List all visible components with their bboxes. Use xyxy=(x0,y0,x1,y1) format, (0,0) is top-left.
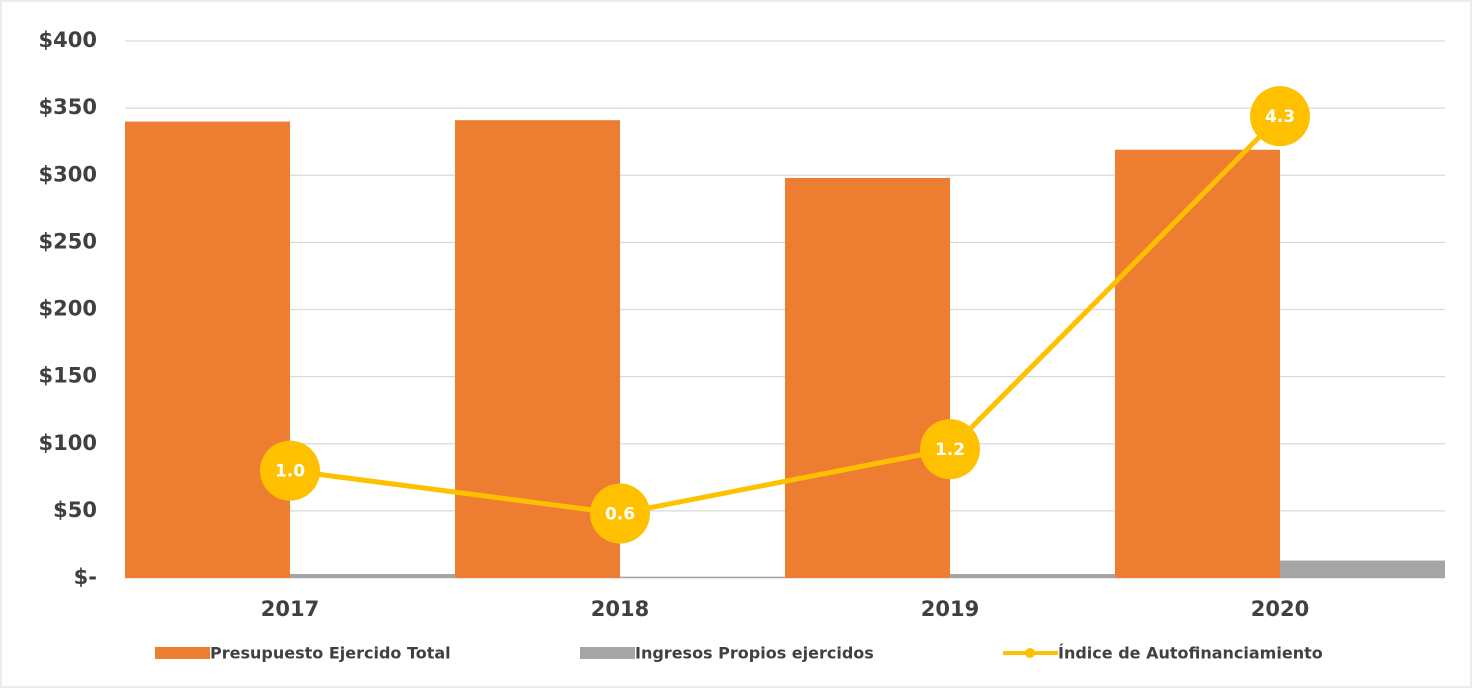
line-marker xyxy=(260,440,320,501)
bar xyxy=(1280,560,1445,578)
data-label: 0.6 xyxy=(605,505,635,525)
bar xyxy=(620,576,785,578)
bar xyxy=(785,177,950,578)
y-tick-label: $150 xyxy=(39,364,97,388)
data-label: 1.2 xyxy=(935,440,965,460)
data-label: 4.3 xyxy=(1265,107,1295,127)
line-marker xyxy=(590,483,650,544)
y-tick-label: $200 xyxy=(39,297,97,321)
y-tick-label: $350 xyxy=(39,95,97,119)
y-tick-label: $- xyxy=(74,565,97,589)
y-tick-label: $50 xyxy=(53,498,97,522)
line-marker xyxy=(1250,86,1310,147)
legend-swatch xyxy=(155,647,210,659)
y-tick-label: $300 xyxy=(39,162,97,186)
bar xyxy=(125,121,290,579)
legend-label: Índice de Autofinanciamiento xyxy=(1058,644,1323,663)
y-tick-label: $400 xyxy=(39,28,97,52)
y-tick-label: $250 xyxy=(39,229,97,253)
x-tick-label: 2019 xyxy=(921,597,979,621)
line xyxy=(289,114,1282,517)
bar xyxy=(1115,149,1280,578)
x-tick-label: 2018 xyxy=(591,597,649,621)
legend-swatch xyxy=(580,647,635,659)
bar xyxy=(950,573,1115,578)
legend-label: Presupuesto Ejercido Total xyxy=(210,644,451,663)
legend-marker xyxy=(1025,648,1035,658)
legend-label: Ingresos Propios ejercidos xyxy=(635,644,874,663)
x-tick-label: 2017 xyxy=(261,597,319,621)
data-label: 1.0 xyxy=(275,462,305,482)
bar xyxy=(290,573,455,578)
y-tick-label: $100 xyxy=(39,431,97,455)
x-tick-label: 2020 xyxy=(1251,597,1309,621)
line-marker xyxy=(920,419,980,480)
